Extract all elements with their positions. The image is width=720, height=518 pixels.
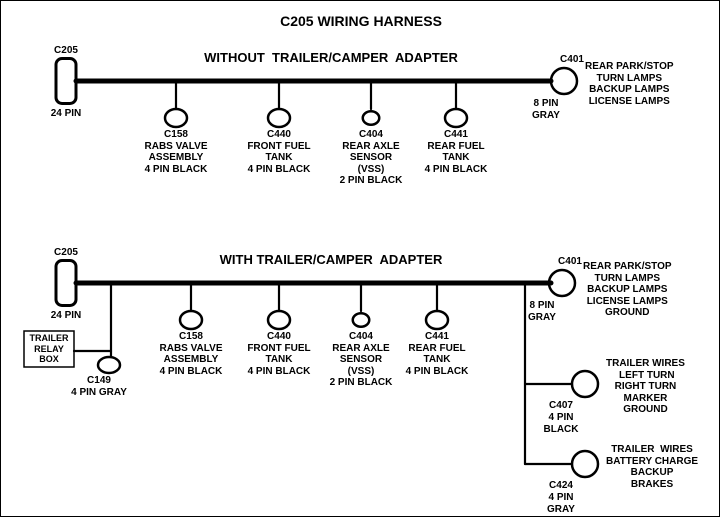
drop-C404: C404 REAR AXLE SENSOR (VSS) 2 PIN BLACK [340,129,403,187]
desc-C401: REAR PARK/STOP TURN LAMPS BACKUP LAMPS L… [585,61,674,107]
trailer-relay-box: TRAILER RELAY BOX [30,333,69,364]
drop-C158: C158 RABS VALVE ASSEMBLY 4 PIN BLACK [160,331,223,377]
main-title: C205 WIRING HARNESS [280,13,442,29]
drop-C440: C440 FRONT FUEL TANK 4 PIN BLACK [247,331,310,377]
desc-C401-2: REAR PARK/STOP TURN LAMPS BACKUP LAMPS L… [583,261,672,319]
drop-C441: C441 REAR FUEL TANK 4 PIN BLACK [425,129,488,175]
pin-label: 24 PIN [51,108,82,120]
subtitle-without: WITHOUT TRAILER/CAMPER ADAPTER [204,51,458,66]
wiring-diagram: C205 WIRING HARNESS WITHOUT TRAILER/CAMPE… [0,0,720,517]
drop-C440: C440 FRONT FUEL TANK 4 PIN BLACK [247,129,310,175]
connector-C205: C205 [54,247,78,259]
drop-C441: C441 REAR FUEL TANK 4 PIN BLACK [406,331,469,377]
pin-label: 8 PIN GRAY [528,300,556,323]
drop-C404: C404 REAR AXLE SENSOR (VSS) 2 PIN BLACK [330,331,393,389]
connector-C424: C424 [549,480,573,492]
pin-label: 4 PIN GRAY [547,492,575,515]
desc-C407: TRAILER WIRES LEFT TURN RIGHT TURN MARKE… [606,358,685,416]
desc-C424: TRAILER WIRES BATTERY CHARGE BACKUP BRAK… [606,444,698,490]
pin-label: 8 PIN GRAY [532,98,560,121]
subtitle-with: WITH TRAILER/CAMPER ADAPTER [220,253,443,268]
pin-label: 24 PIN [51,310,82,322]
connector-C401: C401 [558,256,582,268]
connector-C401: C401 [560,54,584,66]
drop-C149: C149 4 PIN GRAY [71,375,127,398]
connector-C407: C407 [549,400,573,412]
pin-label: 4 PIN BLACK [544,412,579,435]
drop-C158: C158 RABS VALVE ASSEMBLY 4 PIN BLACK [145,129,208,175]
connector-C205: C205 [54,45,78,57]
